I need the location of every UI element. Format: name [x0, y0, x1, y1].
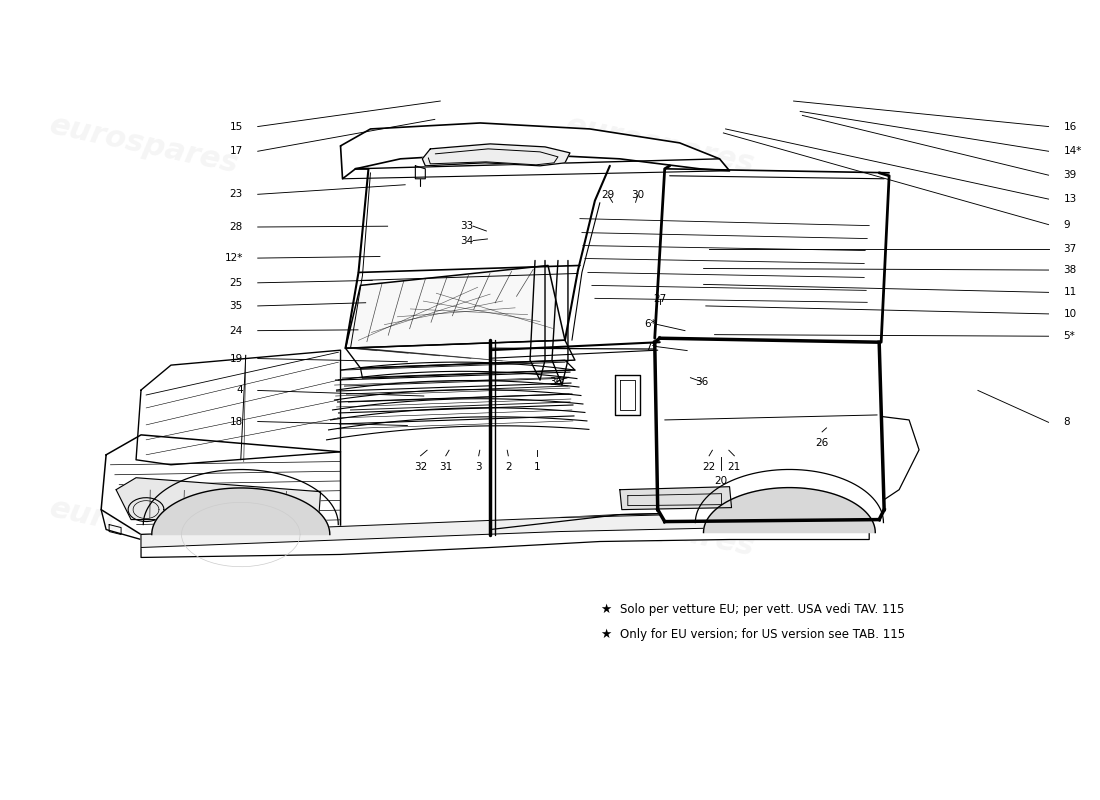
Polygon shape: [704, 488, 876, 533]
Text: eurospares: eurospares: [46, 110, 241, 179]
Text: 34: 34: [460, 235, 473, 246]
Text: 36: 36: [549, 378, 562, 387]
Polygon shape: [491, 348, 869, 530]
Text: 35: 35: [230, 301, 243, 311]
Text: 28: 28: [230, 222, 243, 232]
Text: 3: 3: [475, 462, 482, 472]
Text: 11: 11: [1064, 287, 1077, 298]
Text: eurospares: eurospares: [562, 494, 757, 562]
Polygon shape: [729, 415, 920, 512]
Text: 24: 24: [230, 326, 243, 336]
Text: 37: 37: [1064, 243, 1077, 254]
Text: 13: 13: [1064, 194, 1077, 204]
Text: Only for EU version; for US version see TAB. 115: Only for EU version; for US version see …: [619, 628, 905, 641]
Text: 4: 4: [236, 386, 243, 395]
Text: 10: 10: [1064, 309, 1077, 319]
Text: 36: 36: [695, 377, 708, 386]
Text: 12*: 12*: [224, 253, 243, 263]
Text: 14*: 14*: [1064, 146, 1082, 156]
Polygon shape: [101, 435, 341, 534]
Text: 7*: 7*: [645, 342, 657, 351]
Text: 31: 31: [439, 462, 452, 472]
Polygon shape: [152, 488, 330, 534]
Text: 30: 30: [631, 190, 645, 200]
Text: 20: 20: [715, 476, 728, 486]
Text: 15: 15: [230, 122, 243, 131]
Text: 21: 21: [728, 462, 741, 472]
Text: 32: 32: [414, 462, 427, 472]
Text: ★: ★: [601, 602, 612, 616]
Text: 26: 26: [815, 438, 828, 448]
Text: 19: 19: [230, 354, 243, 363]
Text: 1: 1: [534, 462, 540, 472]
Text: 39: 39: [1064, 170, 1077, 180]
Text: 25: 25: [230, 278, 243, 288]
Text: eurospares: eurospares: [46, 494, 241, 562]
Polygon shape: [345, 340, 575, 368]
Polygon shape: [136, 350, 341, 465]
Text: eurospares: eurospares: [562, 110, 757, 179]
Text: 2: 2: [505, 462, 512, 472]
Text: 9: 9: [1064, 220, 1070, 230]
Text: 6*: 6*: [645, 319, 657, 330]
Text: 38: 38: [1064, 265, 1077, 275]
Text: 27: 27: [653, 294, 667, 304]
Polygon shape: [341, 123, 729, 178]
Text: 33: 33: [460, 222, 473, 231]
Text: 18: 18: [230, 417, 243, 426]
Text: 29: 29: [602, 190, 615, 200]
Polygon shape: [619, 486, 732, 510]
Polygon shape: [117, 478, 320, 519]
Polygon shape: [141, 510, 869, 558]
Text: 22: 22: [703, 462, 716, 472]
Text: 5*: 5*: [1064, 331, 1076, 342]
Text: ★: ★: [601, 628, 612, 641]
Text: 8: 8: [1064, 418, 1070, 427]
Text: Solo per vetture EU; per vett. USA vedi TAV. 115: Solo per vetture EU; per vett. USA vedi …: [619, 602, 904, 616]
Polygon shape: [345, 266, 565, 348]
Text: 16: 16: [1064, 122, 1077, 131]
Polygon shape: [141, 510, 869, 547]
Polygon shape: [422, 144, 570, 166]
Polygon shape: [654, 338, 884, 519]
Text: 17: 17: [230, 146, 243, 156]
Text: 23: 23: [230, 190, 243, 199]
